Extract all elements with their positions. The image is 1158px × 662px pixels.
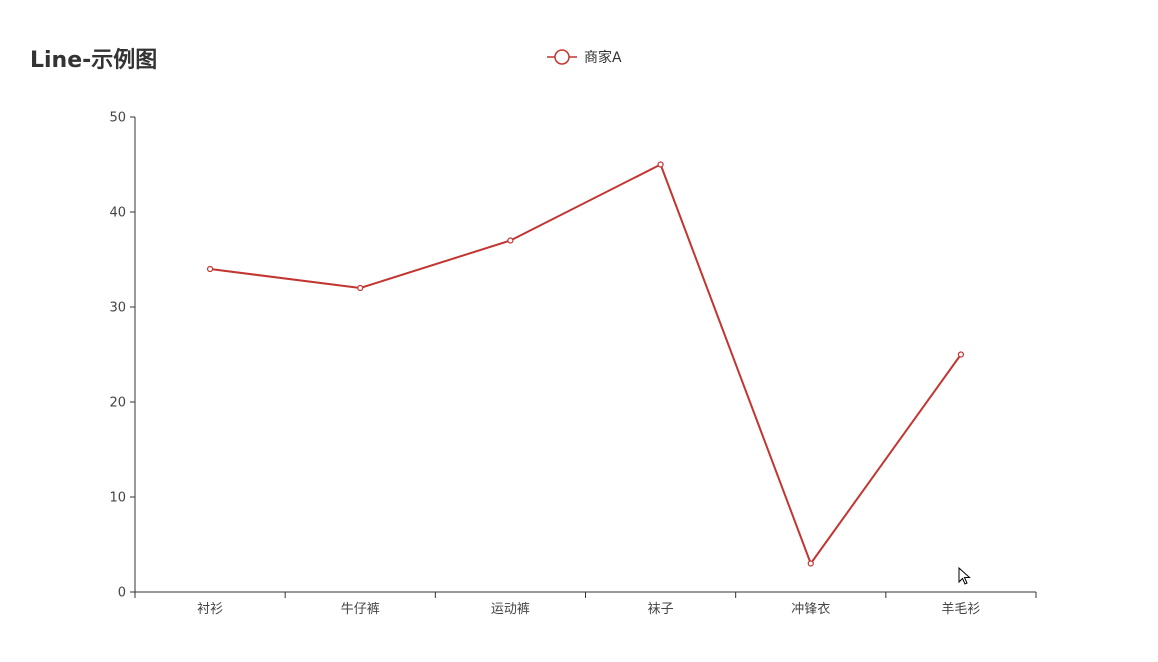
y-tick-label: 50 — [109, 111, 126, 126]
series-line — [209, 163, 962, 565]
y-tick-label: 30 — [109, 301, 126, 316]
legend-label: 商家A — [584, 50, 622, 66]
x-tick-label: 袜子 — [648, 602, 674, 617]
x-axis: 衬衫 牛仔裤 运动裤 袜子 冲锋衣 羊毛衫 — [134, 591, 1037, 617]
x-tick-label: 衬衫 — [197, 602, 223, 617]
x-tick-label: 运动裤 — [491, 602, 530, 617]
y-tick-label: 20 — [109, 396, 126, 411]
mouse-pointer-icon — [958, 567, 971, 585]
x-tick-label: 羊毛衫 — [941, 601, 980, 617]
y-axis: 0 10 20 30 40 50 — [109, 111, 136, 601]
data-point — [657, 161, 664, 168]
data-point — [957, 351, 965, 358]
x-tick-label: 冲锋衣 — [791, 601, 830, 617]
legend-item-series-a[interactable]: 商家A — [546, 47, 622, 67]
chart-title: Line-示例图 — [30, 48, 158, 73]
x-tick-label: 牛仔裤 — [341, 602, 380, 617]
series-layer — [206, 161, 965, 567]
y-tick-label: 10 — [109, 491, 126, 506]
data-point — [507, 237, 514, 244]
data-point — [357, 284, 364, 292]
legend-line-circle-icon — [547, 49, 577, 65]
y-tick-label: 0 — [118, 586, 126, 601]
data-point — [206, 265, 214, 273]
data-point — [807, 560, 814, 567]
y-tick-label: 40 — [109, 206, 126, 221]
